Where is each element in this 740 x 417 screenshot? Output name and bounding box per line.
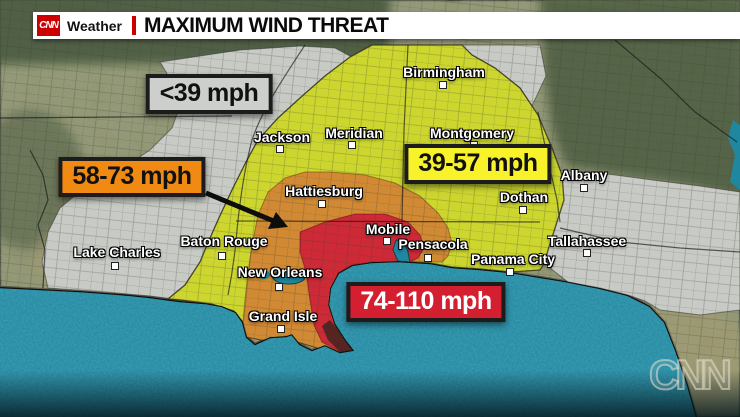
- city-marker-lake-charles: [111, 262, 119, 270]
- city-label-hattiesburg: Hattiesburg: [285, 183, 363, 199]
- city-marker-pensacola: [424, 254, 432, 262]
- city-marker-mobile: [383, 237, 391, 245]
- city-label-meridian: Meridian: [325, 125, 383, 141]
- city-label-baton-rouge: Baton Rouge: [180, 233, 268, 249]
- city-label-lake-charles: Lake Charles: [73, 244, 161, 260]
- lake-maurepas: [258, 271, 270, 279]
- city-marker-hattiesburg: [318, 200, 326, 208]
- header-bar: CNN Weather MAXIMUM WIND THREAT: [33, 12, 740, 39]
- city-marker-grand-isle: [277, 325, 285, 333]
- cnn-watermark: CNN: [648, 350, 733, 399]
- city-label-montgomery: Montgomery: [430, 125, 514, 141]
- city-label-dothan: Dothan: [499, 189, 549, 205]
- city-label-grand-isle: Grand Isle: [248, 308, 318, 324]
- header-section-label: Weather: [67, 17, 122, 34]
- cnn-logo-text: CNN: [39, 20, 59, 31]
- legend-58-73: 58-73 mph: [58, 157, 206, 197]
- legend-39-57: 39-57 mph: [404, 144, 552, 184]
- state-borders: [0, 39, 740, 296]
- city-label-jackson: Jackson: [253, 129, 311, 145]
- city-label-new-orleans: New Orleans: [237, 264, 323, 280]
- city-marker-new-orleans: [275, 283, 283, 291]
- city-marker-panama-city: [506, 268, 514, 276]
- city-marker-albany: [580, 184, 588, 192]
- legend-74-110: 74-110 mph: [346, 282, 506, 322]
- city-label-mobile: Mobile: [365, 221, 411, 237]
- cnn-logo: CNN: [37, 15, 60, 36]
- city-label-birmingham: Birmingham: [403, 64, 485, 80]
- lake-pontchartrain: [272, 269, 306, 285]
- city-label-albany: Albany: [560, 167, 608, 183]
- city-marker-tallahassee: [583, 249, 591, 257]
- city-label-panama-city: Panama City: [470, 251, 556, 267]
- bottom-shade: [0, 370, 740, 417]
- page-title: MAXIMUM WIND THREAT: [143, 13, 389, 37]
- mississippi-delta: [322, 320, 352, 352]
- legend-under-39: <39 mph: [145, 74, 273, 114]
- city-label-pensacola: Pensacola: [398, 236, 468, 252]
- city-marker-baton-rouge: [218, 252, 226, 260]
- city-marker-meridian: [348, 141, 356, 149]
- legend-arrow: [205, 190, 288, 229]
- header-divider: [131, 16, 136, 35]
- city-label-tallahassee: Tallahassee: [547, 233, 627, 249]
- city-marker-birmingham: [439, 81, 447, 89]
- city-marker-jackson: [276, 145, 284, 153]
- city-marker-dothan: [519, 206, 527, 214]
